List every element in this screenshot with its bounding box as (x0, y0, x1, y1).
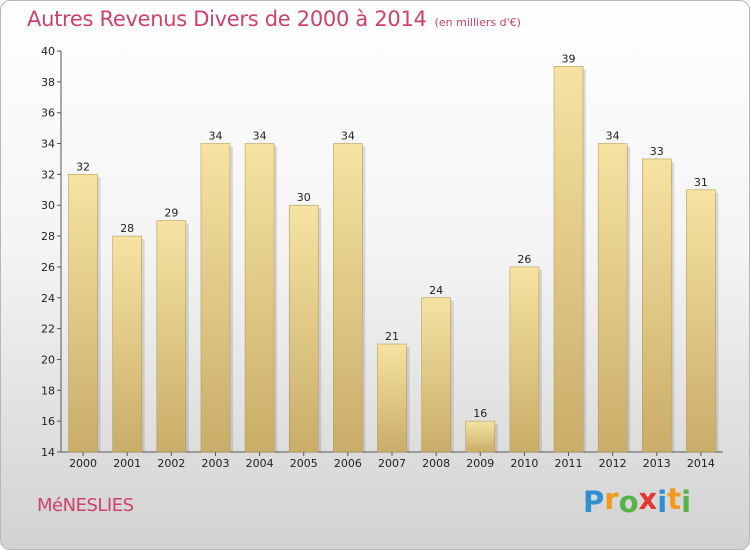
bar-value-label: 21 (385, 330, 399, 343)
x-tick-label: 2005 (290, 457, 318, 470)
y-tick-label: 18 (41, 384, 55, 397)
bar-value-label: 39 (562, 52, 576, 65)
bar-value-label: 29 (164, 207, 178, 220)
y-tick-label: 16 (41, 415, 55, 428)
logo-letter: i (657, 485, 668, 519)
logo-letter: o (618, 485, 639, 519)
x-tick-label: 2007 (378, 457, 406, 470)
x-tick-label: 2011 (555, 457, 583, 470)
bar-2002[interactable] (156, 220, 187, 453)
chart-title: Autres Revenus Divers de 2000 à 2014 (en … (27, 7, 521, 31)
bar-value-label: 24 (429, 284, 443, 297)
y-tick-label: 24 (41, 292, 55, 305)
y-tick-label: 40 (41, 45, 55, 58)
y-tick-label: 32 (41, 168, 55, 181)
logo-letter: t (667, 482, 682, 516)
bar-value-label: 33 (650, 145, 664, 158)
bar-2001[interactable] (112, 235, 142, 453)
x-tick-label: 2014 (687, 457, 715, 470)
logo-letter: x (638, 482, 658, 516)
bar-2012[interactable] (597, 143, 628, 453)
bar-2014[interactable] (686, 189, 716, 453)
bar-2003[interactable] (200, 143, 231, 453)
x-tick-label: 2003 (201, 457, 229, 470)
y-tick-label: 26 (41, 261, 55, 274)
bar-2010[interactable] (509, 266, 540, 453)
y-tick-label: 34 (41, 138, 55, 151)
bar-value-label: 28 (120, 222, 134, 235)
bar-value-label: 32 (76, 160, 90, 173)
logo-letter: i (681, 485, 692, 519)
town-name: MéNESLIES (37, 495, 134, 516)
y-tick-label: 36 (41, 107, 55, 120)
y-tick-label: 30 (41, 199, 55, 212)
bar-value-label: 31 (694, 176, 708, 189)
bar-2009[interactable] (465, 420, 496, 453)
x-tick-label: 2009 (466, 457, 494, 470)
y-tick-label: 20 (41, 353, 55, 366)
logo-letter: r (604, 482, 619, 516)
bar-2000[interactable] (68, 174, 98, 453)
chart-unit: (en milliers d'€) (434, 16, 521, 29)
bar-2005[interactable] (288, 204, 319, 453)
bar-value-label: 34 (253, 130, 267, 143)
bar-2007[interactable] (377, 343, 407, 453)
bar-2011[interactable] (553, 66, 584, 453)
y-tick-label: 22 (41, 323, 55, 336)
x-tick-label: 2002 (157, 457, 185, 470)
logo-letter: P (583, 485, 605, 519)
bars: 32 28 29 34 34 30 34 21 24 16 26 39 34 33 31 (68, 52, 719, 453)
y-tick-label: 14 (41, 446, 55, 459)
axes: 14 16 18 20 22 24 26 28 30 32 34 36 38 40 2000 2001 2002… (41, 45, 723, 470)
x-tick-label: 2013 (643, 457, 671, 470)
bar-2008[interactable] (421, 297, 451, 453)
x-tick-label: 2004 (246, 457, 274, 470)
x-tick-label: 2012 (599, 457, 627, 470)
x-tick-label: 2000 (69, 457, 97, 470)
y-tick-label: 38 (41, 76, 55, 89)
bar-value-label: 30 (297, 191, 311, 204)
bar-value-label: 26 (517, 253, 531, 266)
bar-2004[interactable] (244, 143, 275, 453)
bar-value-label: 34 (208, 130, 222, 143)
bar-2013[interactable] (641, 158, 672, 453)
bar-value-label: 16 (473, 407, 487, 420)
bar-value-label: 34 (341, 130, 355, 143)
x-tick-label: 2001 (113, 457, 141, 470)
x-tick-label: 2008 (422, 457, 450, 470)
x-tick-label: 2010 (510, 457, 538, 470)
proxiti-logo[interactable]: Proxiti (583, 482, 692, 519)
bar-value-label: 34 (606, 130, 620, 143)
y-tick-label: 28 (41, 230, 55, 243)
chart-title-text: Autres Revenus Divers de 2000 à 2014 (27, 7, 427, 31)
x-tick-label: 2006 (334, 457, 362, 470)
bar-2006[interactable] (333, 143, 363, 453)
